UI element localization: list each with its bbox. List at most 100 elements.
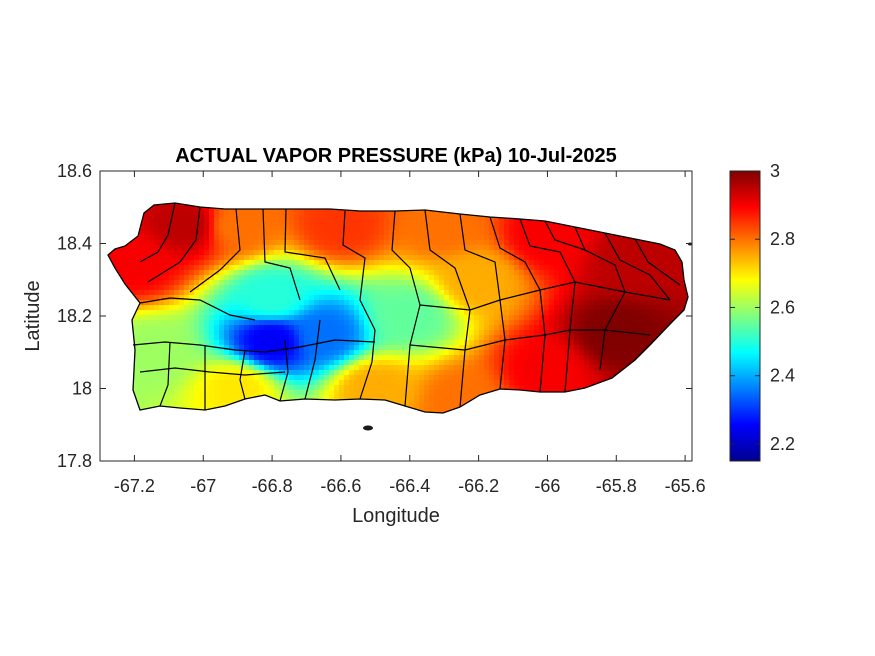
heatmap-cell: [329, 215, 335, 221]
heatmap-cell: [494, 340, 500, 346]
heatmap-cell: [179, 370, 185, 376]
heatmap-cell: [229, 260, 235, 266]
heatmap-cell: [469, 325, 475, 331]
heatmap-cell: [299, 315, 305, 321]
heatmap-cell: [204, 270, 210, 276]
heatmap-cell: [314, 290, 320, 296]
heatmap-cell: [194, 280, 200, 286]
heatmap-cell: [419, 310, 425, 316]
heatmap-cell: [329, 250, 335, 256]
heatmap-cell: [389, 365, 395, 371]
heatmap-cell: [314, 335, 320, 341]
heatmap-cell: [604, 330, 610, 336]
heatmap-cell: [599, 315, 605, 321]
heatmap-cell: [214, 220, 220, 226]
heatmap-cell: [134, 375, 140, 381]
heatmap-cell: [194, 345, 200, 351]
heatmap-cell: [399, 330, 405, 336]
heatmap-cell: [394, 340, 400, 346]
heatmap-cell: [179, 400, 185, 406]
heatmap-cell: [634, 245, 640, 251]
heatmap-cell: [609, 305, 615, 311]
heatmap-cell: [469, 355, 475, 361]
heatmap-cell: [344, 240, 350, 246]
heatmap-cell: [314, 285, 320, 291]
heatmap-cell: [584, 265, 590, 271]
heatmap-cell: [334, 300, 340, 306]
heatmap-cell: [329, 245, 335, 251]
heatmap-cell: [434, 325, 440, 331]
heatmap-cell: [189, 400, 195, 406]
heatmap-cell: [239, 320, 245, 326]
heatmap-cell: [479, 305, 485, 311]
heatmap-cell: [254, 230, 260, 236]
heatmap-cell: [284, 335, 290, 341]
heatmap-cell: [439, 380, 445, 386]
heatmap-cell: [399, 270, 405, 276]
heatmap-cell: [299, 380, 305, 386]
heatmap-cell: [119, 265, 125, 271]
heatmap-cell: [404, 290, 410, 296]
heatmap-cell: [514, 230, 520, 236]
heatmap-cell: [239, 225, 245, 231]
heatmap-cell: [529, 270, 535, 276]
heatmap-cell: [504, 310, 510, 316]
heatmap-cell: [189, 255, 195, 261]
heatmap-cell: [619, 320, 625, 326]
heatmap-cell: [359, 295, 365, 301]
heatmap-cell: [519, 225, 525, 231]
heatmap-cell: [464, 220, 470, 226]
heatmap-cell: [499, 240, 505, 246]
heatmap-cell: [374, 375, 380, 381]
heatmap-cell: [424, 315, 430, 321]
heatmap-cell: [264, 255, 270, 261]
heatmap-cell: [424, 285, 430, 291]
heatmap-cell: [329, 225, 335, 231]
heatmap-cell: [234, 240, 240, 246]
heatmap-cell: [389, 225, 395, 231]
heatmap-cell: [209, 310, 215, 316]
heatmap-cell: [244, 295, 250, 301]
heatmap-cell: [514, 220, 520, 226]
heatmap-cell: [214, 245, 220, 251]
heatmap-cell: [164, 375, 170, 381]
heatmap-cell: [399, 345, 405, 351]
heatmap-cell: [154, 275, 160, 281]
heatmap-cell: [354, 370, 360, 376]
heatmap-cell: [244, 320, 250, 326]
heatmap-cell: [189, 275, 195, 281]
heatmap-cell: [209, 285, 215, 291]
heatmap-cell: [374, 350, 380, 356]
heatmap-cell: [399, 395, 405, 401]
heatmap-cell: [594, 240, 600, 246]
heatmap-cell: [244, 265, 250, 271]
heatmap-cell: [559, 295, 565, 301]
heatmap-cell: [184, 205, 190, 211]
heatmap-cell: [349, 360, 355, 366]
heatmap-cell: [314, 270, 320, 276]
heatmap-cell: [404, 220, 410, 226]
heatmap-cell: [224, 285, 230, 291]
heatmap-cell: [324, 240, 330, 246]
heatmap-cell: [339, 365, 345, 371]
heatmap-cell: [309, 385, 315, 391]
heatmap-cell: [514, 275, 520, 281]
heatmap-cell: [564, 240, 570, 246]
heatmap-cell: [164, 265, 170, 271]
heatmap-cell: [149, 220, 155, 226]
heatmap-cell: [389, 255, 395, 261]
heatmap-cell: [139, 240, 145, 246]
heatmap-cell: [589, 360, 595, 366]
heatmap-cell: [134, 280, 140, 286]
heatmap-cell: [174, 220, 180, 226]
heatmap-cell: [609, 280, 615, 286]
heatmap-cell: [309, 380, 315, 386]
heatmap-cell: [629, 250, 635, 256]
heatmap-cell: [589, 365, 595, 371]
heatmap-cell: [469, 235, 475, 241]
heatmap-cell: [244, 245, 250, 251]
heatmap-cell: [209, 225, 215, 231]
heatmap-cell: [339, 265, 345, 271]
heatmap-cell: [179, 350, 185, 356]
heatmap-cell: [174, 300, 180, 306]
